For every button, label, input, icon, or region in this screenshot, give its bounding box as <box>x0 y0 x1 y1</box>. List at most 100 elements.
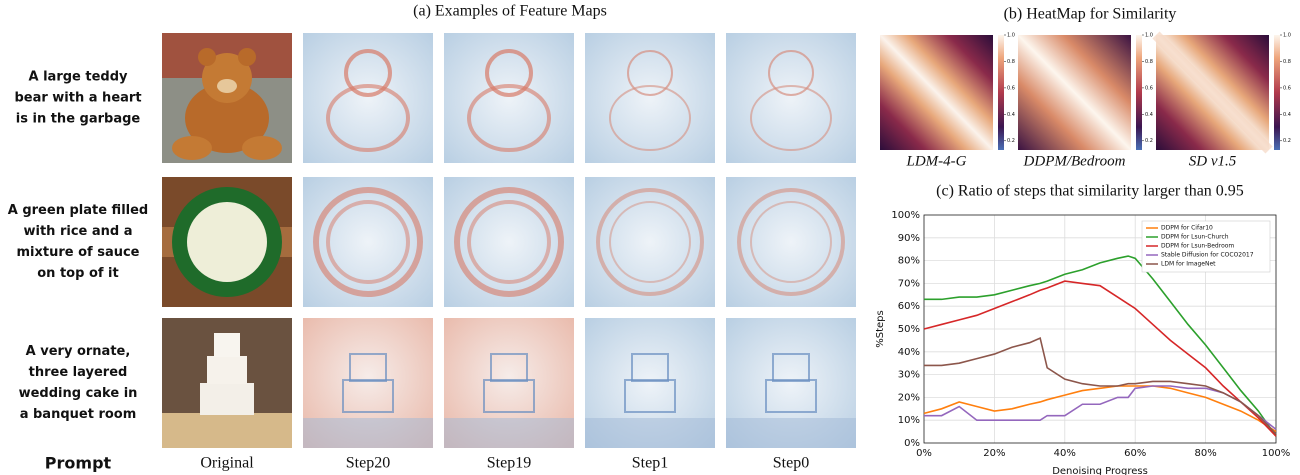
feature-map <box>726 33 856 163</box>
y-tick-label: 100% <box>891 210 920 221</box>
y-tick-label: 80% <box>898 256 920 267</box>
legend-label: Stable Diffusion for COCO2017 <box>1161 252 1254 259</box>
panel-b-title: (b) HeatMap for Similarity <box>1004 6 1177 23</box>
page: { "panel_a": { "title": "(a) Examples of… <box>0 0 1300 475</box>
column-label: Step1 <box>632 455 668 472</box>
heatmap-label: LDM-4-G <box>906 153 967 169</box>
colorbar-tick-label: 0.6 <box>1007 85 1015 91</box>
prompt-line: A large teddy <box>29 70 129 85</box>
feature-bg <box>303 177 433 307</box>
heatmap-label: DDPM/Bedroom <box>1023 153 1126 169</box>
x-axis-label: Denoising Progress <box>1052 466 1148 475</box>
feature-map <box>444 177 574 307</box>
feature-bg <box>585 33 715 163</box>
prompt-line: three layered <box>29 365 128 380</box>
column-label: Step19 <box>487 455 531 472</box>
figure: (a) Examples of Feature Maps (b) HeatMap… <box>0 0 1300 475</box>
heatmap <box>1018 35 1131 150</box>
feature-base <box>444 418 574 448</box>
column-label: Step0 <box>773 455 809 472</box>
colorbar-tick-label: 1.0 <box>1145 33 1153 39</box>
legend-label: DDPM for Lsun-Bedroom <box>1161 243 1234 250</box>
rice <box>187 202 267 282</box>
colorbar-tick-label: 0.6 <box>1145 85 1153 91</box>
colorbar-tick-label: 0.2 <box>1145 138 1153 144</box>
y-tick-label: 50% <box>898 324 920 335</box>
cake-tier <box>214 333 240 357</box>
feature-map <box>303 318 433 448</box>
colorbar-tick-label: 0.2 <box>1283 138 1291 144</box>
feature-map <box>444 318 574 448</box>
colorbar-tick-label: 0.8 <box>1145 59 1153 65</box>
feature-map <box>444 33 574 163</box>
heatmap-label: SD v1.5 <box>1189 153 1237 169</box>
colorbar-tick-label: 0.8 <box>1007 59 1015 65</box>
y-tick-label: 40% <box>898 347 920 358</box>
feature-base <box>726 418 856 448</box>
prompt-line: a banquet room <box>20 407 137 422</box>
prompt-line: with rice and a <box>23 224 132 239</box>
feature-map <box>303 33 433 163</box>
panel-a-title: (a) Examples of Feature Maps <box>413 3 607 20</box>
feature-bg <box>726 177 856 307</box>
cake-tier <box>207 356 247 384</box>
feature-map <box>726 177 856 307</box>
colorbar-tick-label: 0.2 <box>1007 138 1015 144</box>
x-tick-label: 60% <box>1124 448 1146 459</box>
colorbar-tick-label: 0.4 <box>1007 112 1015 118</box>
colorbar-tick-label: 0.8 <box>1283 59 1291 65</box>
x-tick-label: 40% <box>1054 448 1076 459</box>
y-tick-label: 10% <box>898 415 920 426</box>
feature-base <box>585 418 715 448</box>
y-tick-label: 30% <box>898 370 920 381</box>
table <box>162 413 292 448</box>
legend-label: LDM for ImageNet <box>1161 261 1216 268</box>
feature-bg <box>444 177 574 307</box>
bear-snout <box>217 79 237 93</box>
prompt-header: Prompt <box>45 454 112 473</box>
feature-map <box>585 33 715 163</box>
y-axis-label: %Steps <box>875 310 886 347</box>
feature-bg <box>726 33 856 163</box>
colorbar-tick-label: 1.0 <box>1283 33 1291 39</box>
colorbar <box>998 35 1004 150</box>
y-tick-label: 90% <box>898 233 920 244</box>
colorbar-tick-label: 0.4 <box>1283 112 1291 118</box>
feature-map <box>585 318 715 448</box>
prompt-line: mixture of sauce <box>16 245 139 260</box>
x-tick-label: 100% <box>1262 448 1291 459</box>
feature-bg <box>585 177 715 307</box>
colorbar-tick-label: 1.0 <box>1007 33 1015 39</box>
bear-ear <box>198 48 216 66</box>
bear-ear <box>238 48 256 66</box>
legend-label: DDPM for Lsun-Church <box>1161 234 1229 241</box>
chart-title: (c) Ratio of steps that similarity large… <box>936 183 1244 200</box>
y-tick-label: 20% <box>898 392 920 403</box>
feature-map <box>726 318 856 448</box>
legend-label: DDPM for Cifar10 <box>1161 225 1213 232</box>
colorbar-tick-label: 0.6 <box>1283 85 1291 91</box>
original-image <box>162 177 292 307</box>
column-label: Original <box>200 455 254 472</box>
prompt-line: A green plate filled <box>8 203 148 218</box>
feature-map <box>303 177 433 307</box>
x-tick-label: 80% <box>1194 448 1216 459</box>
x-tick-label: 0% <box>916 448 932 459</box>
original-image <box>162 318 292 448</box>
original-image <box>162 33 292 163</box>
prompt-line: is in the garbage <box>16 112 141 127</box>
cake-tier <box>200 383 254 415</box>
y-tick-label: 70% <box>898 278 920 289</box>
colorbar <box>1136 35 1142 150</box>
heatmap <box>880 35 993 150</box>
colorbar-tick-label: 0.4 <box>1145 112 1153 118</box>
prompt-line: bear with a heart <box>14 91 141 106</box>
feature-base <box>303 418 433 448</box>
bear-leg <box>242 136 282 160</box>
y-tick-label: 60% <box>898 301 920 312</box>
bear-leg <box>172 136 212 160</box>
colorbar <box>1274 35 1280 150</box>
prompt-line: on top of it <box>37 266 118 281</box>
x-tick-label: 20% <box>983 448 1005 459</box>
prompt-line: A very ornate, <box>26 344 131 359</box>
